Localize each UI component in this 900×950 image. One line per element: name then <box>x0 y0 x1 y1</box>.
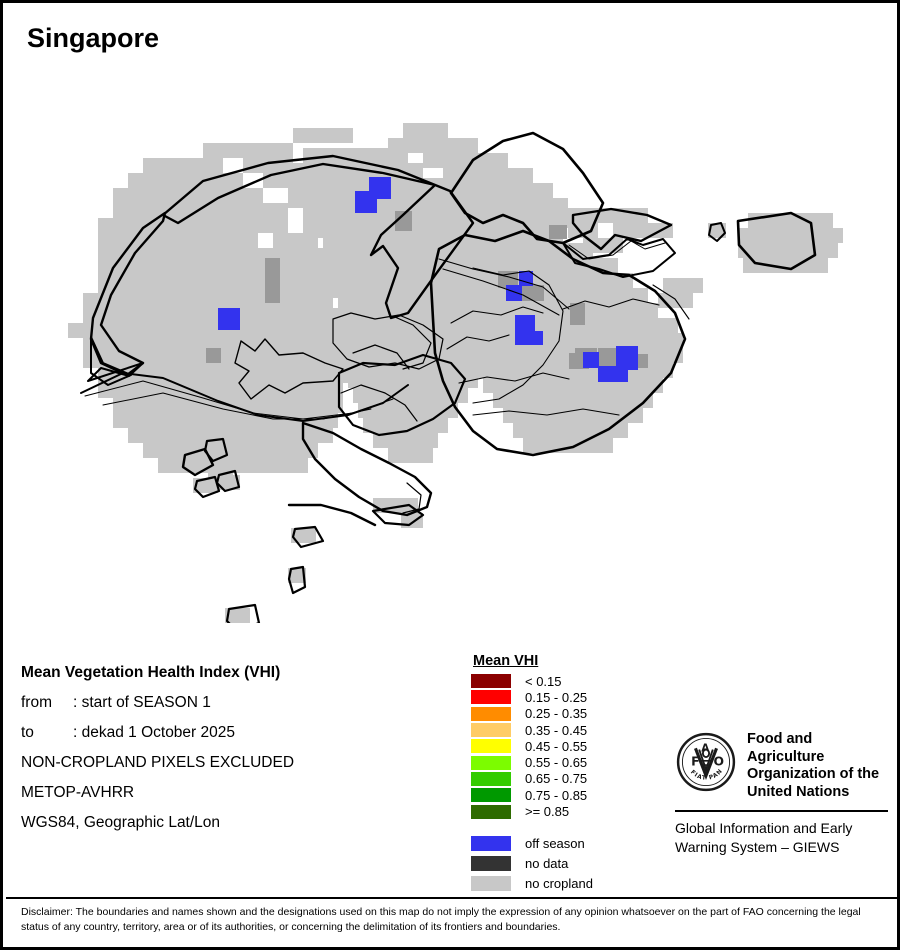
legend-extra-list: off season no data no cropland <box>471 834 671 894</box>
info-from-row: from : start of SEASON 1 <box>21 688 441 718</box>
svg-text:O: O <box>713 754 724 769</box>
legend-label: off season <box>525 836 585 852</box>
map-info-block: Mean Vegetation Health Index (VHI) from:… <box>21 658 441 838</box>
legend-label: < 0.15 <box>525 673 562 689</box>
fao-logo-icon: F A O FIAT PANIS <box>675 731 736 792</box>
legend-row: < 0.15 <box>471 673 671 689</box>
fao-giews-name: Global Information and Early Warning Sys… <box>675 819 890 857</box>
legend-row: 0.75 - 0.85 <box>471 787 671 803</box>
legend-row: 0.25 - 0.35 <box>471 706 671 722</box>
fao-divider <box>675 810 888 812</box>
legend-swatch <box>471 755 511 770</box>
info-heading: Mean Vegetation Health Index (VHI) <box>21 664 281 681</box>
map-canvas[interactable] <box>3 63 897 623</box>
info-to-row: to : dekad 1 October 2025 <box>21 718 441 748</box>
legend-swatch <box>471 788 511 803</box>
legend-swatch <box>471 723 511 738</box>
legend-row: 0.45 - 0.55 <box>471 738 671 754</box>
info-note: NON-CROPLAND PIXELS EXCLUDED <box>21 754 295 771</box>
fao-name-line3: United Nations <box>747 783 850 800</box>
country-boundaries <box>80 131 817 623</box>
svg-text:A: A <box>701 742 710 754</box>
legend-swatch <box>471 706 511 721</box>
legend-row: no cropland <box>471 874 671 894</box>
disclaimer-divider <box>6 897 897 899</box>
legend-title: Mean VHI <box>473 653 539 669</box>
disclaimer-text: Disclaimer: The boundaries and names sho… <box>21 906 861 933</box>
legend-swatch <box>471 836 511 852</box>
legend-label: 0.45 - 0.55 <box>525 738 588 754</box>
fao-organization-name: Food and Agriculture Organization of the… <box>747 731 890 801</box>
legend-row: 0.55 - 0.65 <box>471 754 671 770</box>
map-legend: Mean VHI < 0.15 0.15 - 0.25 0.25 - 0.35 0.3… <box>471 653 671 894</box>
legend-row: 0.35 - 0.45 <box>471 722 671 738</box>
info-from-value: : start of SEASON 1 <box>73 694 211 711</box>
legend-label: 0.55 - 0.65 <box>525 755 588 771</box>
legend-swatch <box>471 876 511 892</box>
legend-swatch <box>471 674 511 689</box>
info-from-label: from <box>21 694 52 711</box>
fao-branding: F A O FIAT PANIS Food and Agriculture Or… <box>675 731 890 857</box>
legend-label: >= 0.85 <box>525 804 570 820</box>
legend-row: >= 0.85 <box>471 803 671 819</box>
legend-swatch <box>471 739 511 754</box>
svg-text:F: F <box>691 754 699 769</box>
legend-label: no cropland <box>525 876 593 892</box>
legend-label: 0.65 - 0.75 <box>525 771 588 787</box>
info-to-label: to <box>21 724 34 741</box>
legend-row: 0.15 - 0.25 <box>471 689 671 705</box>
legend-label: no data <box>525 856 569 872</box>
legend-swatch <box>471 804 511 819</box>
map-graphic <box>3 63 897 623</box>
fao-name-line1: Food and Agriculture <box>747 731 825 765</box>
legend-swatch <box>471 856 511 872</box>
legend-class-list: < 0.15 0.15 - 0.25 0.25 - 0.35 0.35 - 0.45 0… <box>471 673 671 820</box>
legend-row: no data <box>471 854 671 874</box>
giews-line1: Global Information and Early <box>675 820 853 836</box>
legend-row: 0.65 - 0.75 <box>471 771 671 787</box>
legend-label: 0.35 - 0.45 <box>525 722 588 738</box>
info-sensor: METOP-AVHRR <box>21 784 135 801</box>
legend-label: 0.75 - 0.85 <box>525 787 588 803</box>
page-title: Singapore <box>27 23 160 53</box>
off-season-raster <box>218 177 638 382</box>
giews-line2: Warning System – GIEWS <box>675 839 840 855</box>
legend-swatch <box>471 771 511 786</box>
legend-label: 0.15 - 0.25 <box>525 689 588 705</box>
legend-row: off season <box>471 834 671 854</box>
legend-swatch <box>471 690 511 705</box>
legend-label: 0.25 - 0.35 <box>525 706 588 722</box>
info-projection: WGS84, Geographic Lat/Lon <box>21 814 221 831</box>
info-to-value: : dekad 1 October 2025 <box>73 724 236 741</box>
fao-name-line2: Organization of the <box>747 766 880 782</box>
fao-header: F A O FIAT PANIS Food and Agriculture Or… <box>675 731 890 801</box>
